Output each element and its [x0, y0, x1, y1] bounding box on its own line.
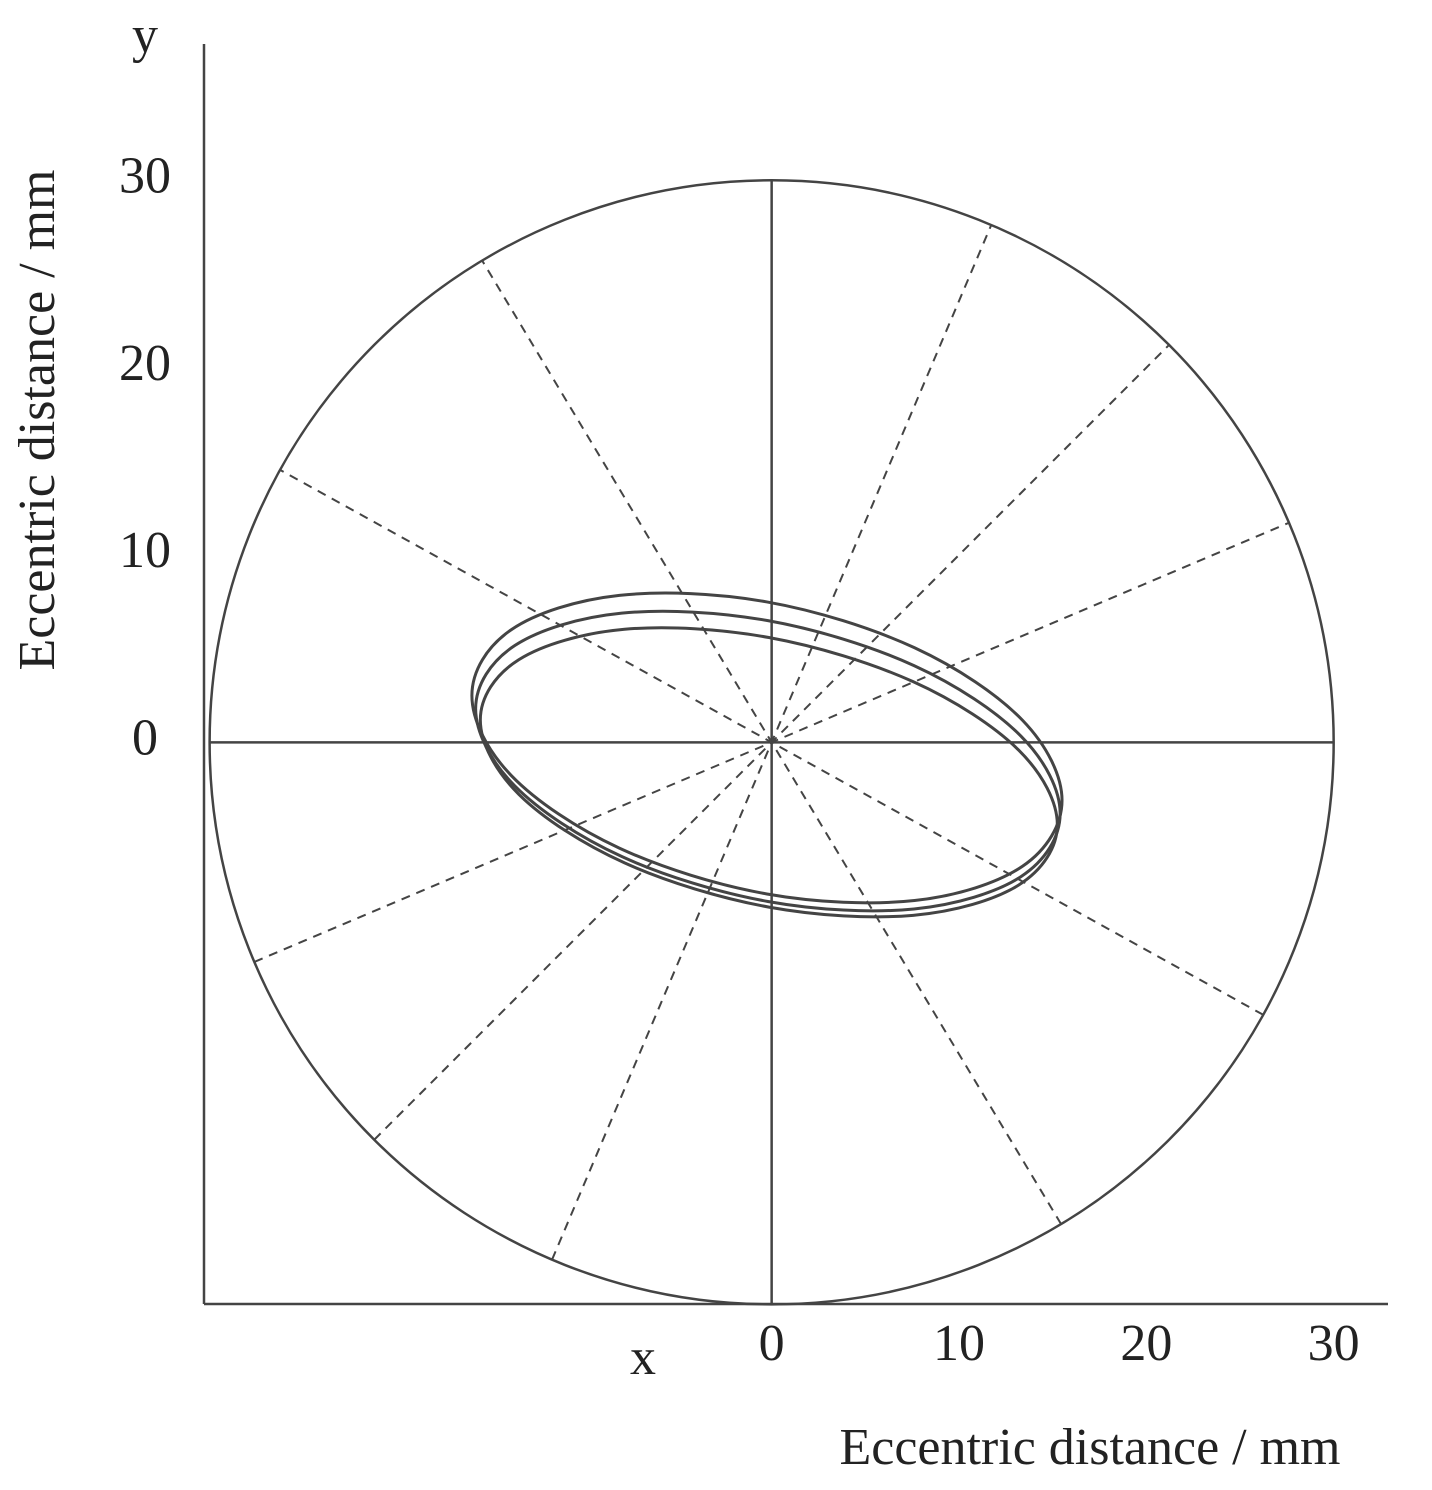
y-tick-label: 0: [132, 709, 158, 766]
y-axis-title: Eccentric distance / mm: [9, 169, 66, 670]
x-tick-label: 0: [759, 1315, 785, 1372]
x-axis-symbol: x: [630, 1329, 656, 1386]
orbit: [474, 609, 1062, 913]
x-tick-label: 10: [933, 1315, 985, 1372]
y-tick-label: 20: [119, 335, 171, 392]
x-axis-title: Eccentric distance / mm: [839, 1419, 1340, 1476]
orbit: [470, 591, 1064, 905]
y-tick-label: 30: [119, 148, 171, 205]
y-tick-label: 10: [119, 522, 171, 579]
y-axis-symbol: y: [132, 7, 158, 64]
x-tick-label: 30: [1308, 1315, 1360, 1372]
spoke: [279, 468, 1264, 1016]
orbit: [478, 626, 1059, 919]
x-tick-label: 20: [1120, 1315, 1172, 1372]
